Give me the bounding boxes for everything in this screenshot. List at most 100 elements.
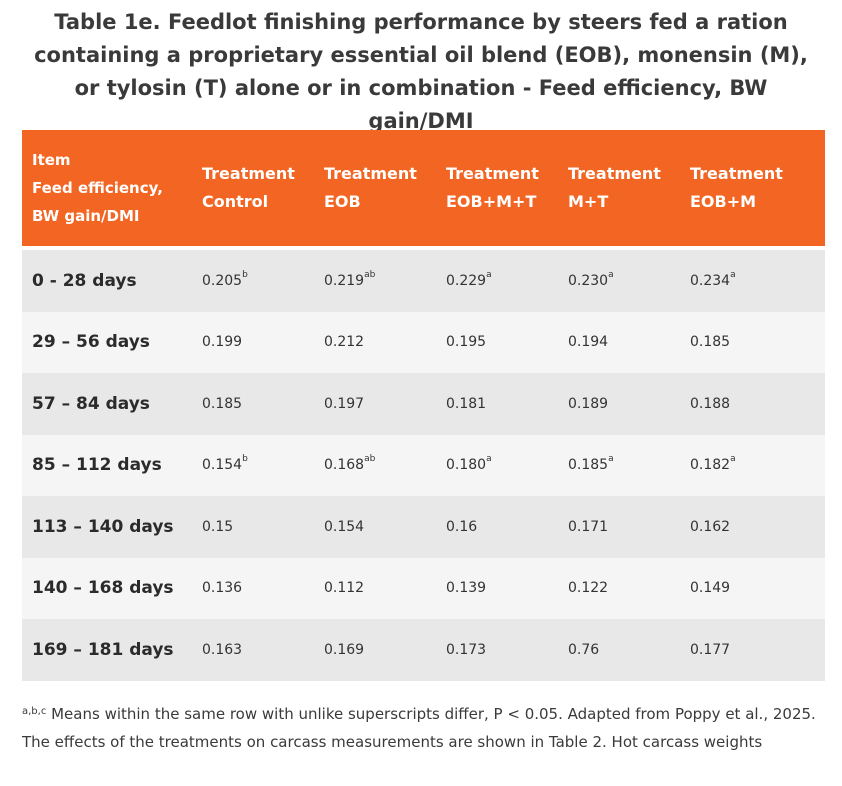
cell-superscript: a [730,269,736,280]
table-cell: 0.219ab [314,250,436,312]
cell-value: 0.122 [568,580,609,597]
header-line1: Treatment [202,164,295,183]
cell-value: 0.185 [690,334,731,351]
separator-cell [22,246,825,250]
cell-superscript: b [242,269,248,280]
table-cell: 0.185 [192,373,314,435]
cell-superscript: ab [364,454,376,465]
cell-value: 0.197 [324,395,365,412]
page-title: Table 1e. Feedlot finishing performance … [34,10,808,133]
header-line2: M+T [568,192,609,211]
cell-value: 0.219 [324,272,365,289]
table-row: 85 – 112 days 0.154b 0.168ab 0.180a 0.185a 0.… [22,434,825,497]
table-row: 29 – 56 days 0.199 0.212 0.195 0.194 0.185 [22,311,825,374]
table-cell: 0.230a [558,250,680,312]
cell-value: 0.177 [690,641,731,658]
cell-value: 0.180 [446,457,487,474]
row-label: 113 – 140 days [32,516,174,537]
table-cell: 0.136 [192,558,314,620]
cell-value: 0.154 [324,518,365,535]
cell-value: 0.76 [568,641,600,658]
table-cell: 0.185 [680,312,825,374]
cell-value: 0.162 [690,518,731,535]
table-header: Item Feed efficiency, BW gain/DMI Treatm… [22,130,825,246]
cell-value: 0.168 [324,457,365,474]
cell-value: 0.182 [690,457,731,474]
footnote: a,b,c Means within the same row with unl… [22,700,822,756]
table-cell: 0.188 [680,373,825,435]
table-cell: 0.181 [436,373,558,435]
header-eob-m: Treatment EOB+M [680,130,825,246]
cell-value: 0.189 [568,395,609,412]
cell-value: 0.163 [202,641,243,658]
table-row: 0 - 28 days 0.205b 0.219ab 0.229a 0.230a 0.23… [22,250,825,312]
table-cell: 0.195 [436,312,558,374]
cell-value: 0.194 [568,334,609,351]
cell-superscript: b [242,454,248,465]
table-cell: 0.171 [558,496,680,558]
row-label: 169 – 181 days [32,639,174,660]
header-line2: EOB+M [690,192,757,211]
table-row: 169 – 181 days 0.163 0.169 0.173 0.76 0.177 [22,619,825,681]
cell-value: 0.169 [324,641,365,658]
footnote-superscript: a,b,c [22,706,47,717]
cell-superscript: a [486,269,492,280]
header-item-line3: BW gain/DMI [32,207,140,225]
header-line2: EOB+M+T [446,192,537,211]
cell-value: 0.188 [690,395,731,412]
cell-value: 0.149 [690,580,731,597]
table-row: 57 – 84 days 0.185 0.197 0.181 0.189 0.188 [22,373,825,435]
header-row: Item Feed efficiency, BW gain/DMI Treatm… [22,130,825,246]
cell-value: 0.212 [324,334,365,351]
header-control: Treatment Control [192,130,314,246]
table-cell: 0.154 [314,496,436,558]
feed-efficiency-table: Item Feed efficiency, BW gain/DMI Treatm… [22,130,825,681]
row-label: 85 – 112 days [32,455,162,476]
cell-value: 0.229 [446,272,487,289]
table-cell: 0.197 [314,373,436,435]
cell-superscript: a [608,454,614,465]
header-line1: Treatment [568,164,661,183]
table-cell: 0.169 [314,619,436,681]
cell-value: 0.154 [202,457,243,474]
table-cell: 0.162 [680,496,825,558]
cell-value: 0.173 [446,641,487,658]
table-cell: 0.16 [436,496,558,558]
cell-value: 0.112 [324,580,365,597]
table-cell: 0.199 [192,312,314,374]
table-cell: 0.180a [436,435,558,497]
table-cell: 0.177 [680,619,825,681]
cell-superscript: a [486,454,492,465]
cell-value: 0.199 [202,334,243,351]
header-line1: Treatment [324,164,417,183]
cell-value: 0.181 [446,395,487,412]
header-eob-m-t: Treatment EOB+M+T [436,130,558,246]
cell-value: 0.136 [202,580,243,597]
table-cell: 0.229a [436,250,558,312]
row-label: 140 – 168 days [32,578,174,599]
table-cell: 0.154b [192,435,314,497]
header-separator [22,246,825,250]
table-row: 113 – 140 days 0.15 0.154 0.16 0.171 0.162 [22,496,825,558]
cell-value: 0.15 [202,518,234,535]
table-cell: 0.76 [558,619,680,681]
row-label: 0 - 28 days [32,270,137,291]
header-item: Item Feed efficiency, BW gain/DMI [22,130,192,246]
table-cell: 0.15 [192,496,314,558]
table-cell: 0.194 [558,312,680,374]
cell-superscript: a [730,454,736,465]
table-body: 0 - 28 days 0.205b 0.219ab 0.229a 0.230a 0.23… [22,246,825,681]
table-cell: 0.173 [436,619,558,681]
header-eob: Treatment EOB [314,130,436,246]
table-cell: 0.163 [192,619,314,681]
header-line2: EOB [324,192,361,211]
header-line1: Treatment [690,164,783,183]
cell-superscript: ab [364,269,376,280]
table-cell: 0.234a [680,250,825,312]
cell-value: 0.195 [446,334,487,351]
cell-superscript: a [608,269,614,280]
table-cell: 0.205b [192,250,314,312]
cell-value: 0.230 [568,272,609,289]
header-line1: Treatment [446,164,539,183]
table-cell: 0.212 [314,312,436,374]
